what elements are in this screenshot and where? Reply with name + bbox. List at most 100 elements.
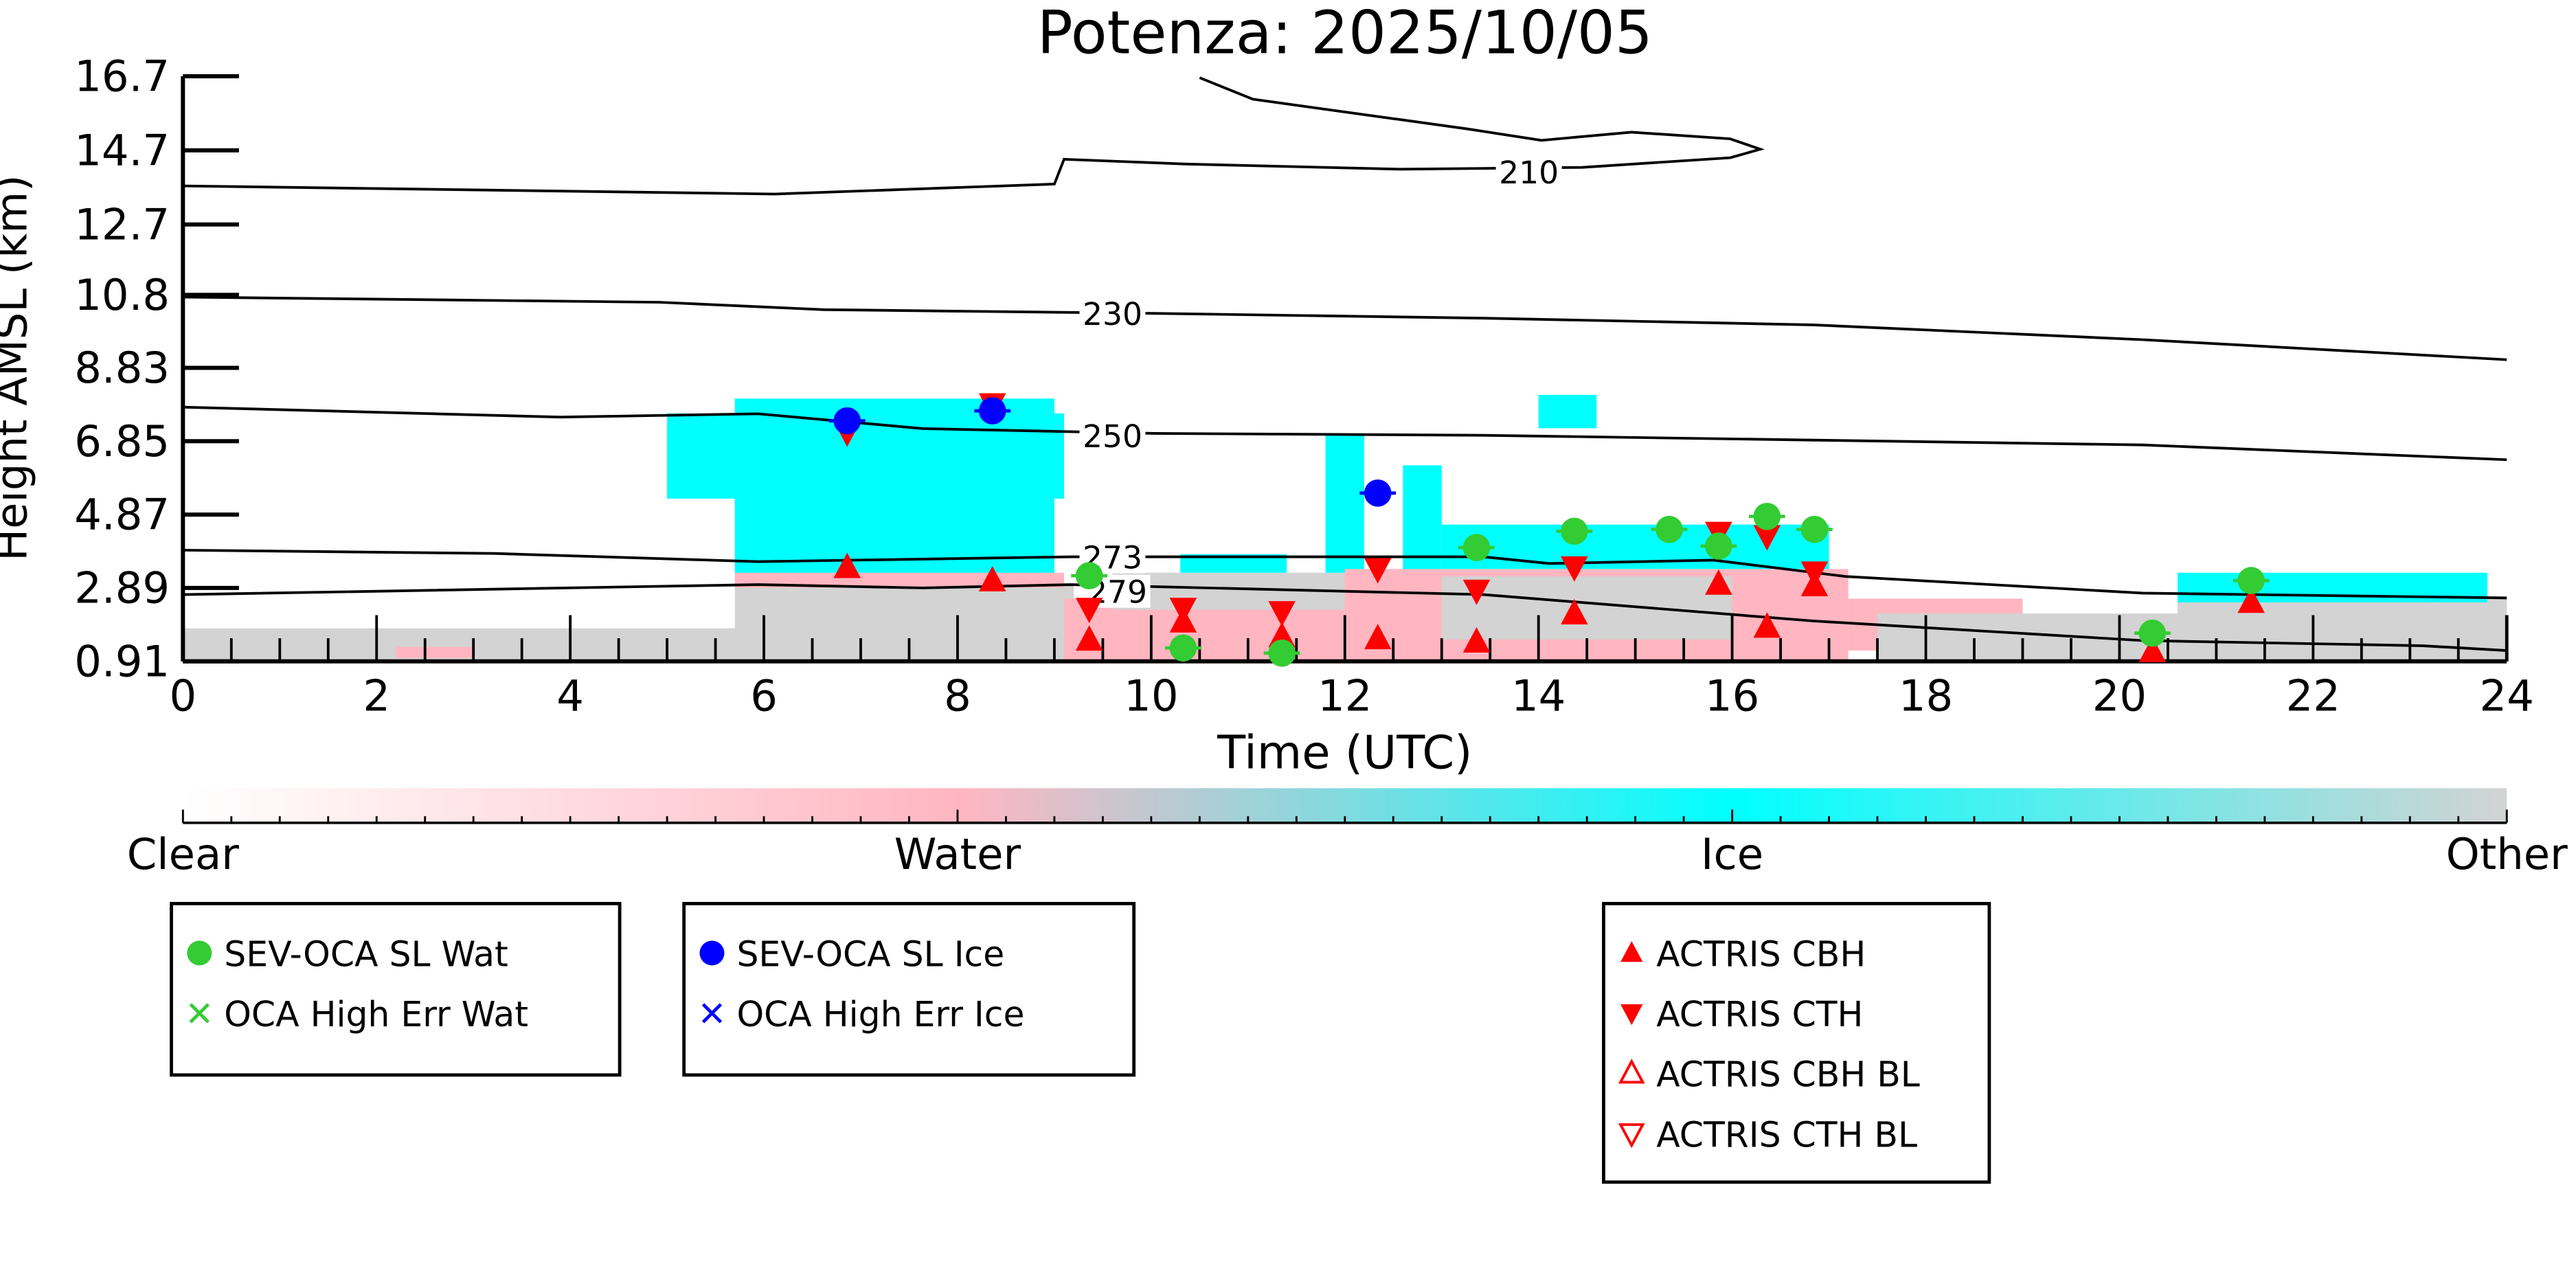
legend-marker: [187, 940, 212, 966]
x-tick-label: 18: [1899, 671, 1953, 721]
cloud-region-ice: [1403, 465, 1442, 577]
data-point-actris-cth: [1169, 598, 1197, 624]
contour-label-bg: [1495, 155, 1562, 189]
data-point-actris-cth: [1075, 598, 1103, 624]
data-point-actris-cbh: [1753, 612, 1781, 638]
y-tick-label: 2.89: [74, 563, 170, 613]
legend-entry: OCA High Err Wat: [224, 994, 528, 1035]
colorbar: Clear Water Ice Other: [127, 788, 2568, 879]
temperature-contour: [183, 76, 1765, 196]
contour-label: 210: [1499, 155, 1559, 191]
data-point-sev-oca-sl-wat: [1075, 562, 1103, 589]
colorbar-label-clear: Clear: [127, 829, 239, 879]
cloud-region-ice: [1325, 436, 1364, 573]
legend-marker: [189, 1003, 210, 1024]
data-point-sev-oca-sl-wat: [1656, 515, 1683, 543]
cloud-region-water: [734, 572, 1065, 588]
y-tick-label: 10.8: [74, 270, 170, 320]
chart-title: Potenza: 2025/10/05: [1037, 0, 1653, 67]
x-tick-label: 4: [556, 671, 584, 721]
data-point-actris-cth: [1753, 525, 1781, 551]
data-point-sev-oca-sl-wat: [1169, 634, 1197, 662]
data-point-actris-cbh: [2237, 587, 2265, 613]
legend-marker: [1620, 1004, 1643, 1026]
contour-label-bg: [1079, 419, 1146, 453]
colorbar-label-water: Water: [894, 829, 1021, 879]
x-tick-label: 22: [2286, 671, 2340, 721]
y-axis-label: Height AMSL (km): [0, 175, 36, 561]
cloud-region-other: [2177, 598, 2507, 662]
x-tick-label: 12: [1318, 671, 1372, 721]
legend-box: ACTRIS CBH ACTRIS CTH ACTRIS CBH BL ACTRIS …: [1602, 901, 1991, 1184]
legend-entry: OCA High Err Ice: [736, 994, 1024, 1035]
data-point-actris-cth: [1561, 556, 1588, 582]
cloud-region-other: [734, 583, 1074, 662]
cloud-region-ice: [1538, 394, 1597, 429]
x-tick-label: 14: [1511, 671, 1566, 721]
y-tick-label: 4.87: [74, 490, 170, 540]
y-tick-label: 8.83: [74, 343, 170, 393]
plot-area: 2102302502732790.912.894.876.858.8310.81…: [74, 52, 2534, 721]
data-point-actris-cbh: [2138, 637, 2167, 662]
temperature-contour: [183, 583, 2507, 652]
legend-entry: SEV-OCA SL Wat: [224, 934, 508, 975]
temperature-contour: [183, 295, 2507, 361]
contour-label: 250: [1083, 418, 1142, 455]
x-tick-label: 8: [944, 671, 971, 721]
data-point-actris-cbh: [1561, 598, 1588, 624]
x-tick-label: 20: [2092, 671, 2147, 721]
colorbar-label-ice: Ice: [1701, 829, 1763, 879]
legend-frame: [170, 901, 622, 1077]
legend-entry: ACTRIS CTH: [1656, 994, 1863, 1035]
legend-entry: ACTRIS CTH BL: [1656, 1114, 1917, 1155]
x-tick-label: 10: [1124, 671, 1178, 721]
data-point-sev-oca-sl-ice: [833, 407, 861, 435]
colorbar-label-other: Other: [2446, 829, 2568, 879]
contour-label: 230: [1083, 296, 1142, 332]
legend-entry: ACTRIS CBH BL: [1656, 1054, 1920, 1095]
y-tick-label: 0.91: [74, 636, 170, 686]
data-point-sev-oca-sl-ice: [978, 397, 1006, 425]
data-point-sev-oca-sl-wat: [2237, 567, 2265, 594]
data-point-sev-oca-sl-wat: [1268, 640, 1296, 667]
data-point-actris-cbh: [1462, 626, 1491, 653]
y-tick-label: 14.7: [74, 125, 170, 175]
legend-box: SEV-OCA SL Ice OCA High Err Ice: [682, 901, 1136, 1077]
data-point-actris-cth: [1268, 601, 1296, 627]
cloud-region-other: [1441, 576, 1732, 640]
data-point-actris-cbh: [978, 565, 1006, 591]
legend-marker: [1620, 941, 1643, 962]
data-point-sev-oca-sl-wat: [2138, 619, 2167, 647]
data-point-actris-cth: [1800, 561, 1829, 587]
legend-box: SEV-OCA SL Wat OCA High Err Wat: [170, 901, 622, 1077]
data-point-actris-cbh: [1364, 624, 1392, 650]
data-point-actris-cth: [1462, 579, 1491, 605]
data-point-actris-cth: [1364, 558, 1392, 584]
x-tick-label: 16: [1705, 671, 1759, 721]
legend-marker: [701, 1003, 723, 1024]
x-tick-label: 0: [169, 671, 196, 721]
legend-entry: ACTRIS CBH: [1656, 934, 1866, 975]
data-point-actris-cbh: [1075, 625, 1103, 651]
data-point-sev-oca-sl-wat: [1462, 534, 1491, 561]
data-point-sev-oca-sl-wat: [1753, 502, 1781, 530]
data-point-sev-oca-sl-wat: [1561, 517, 1588, 545]
temperature-contour: [183, 548, 2507, 600]
data-point-sev-oca-sl-wat: [1800, 515, 1829, 543]
data-point-actris-cbh: [1268, 622, 1296, 648]
legend-entry: SEV-OCA SL Ice: [736, 934, 1004, 975]
legend-frame: [1602, 901, 1991, 1184]
x-tick-label: 6: [750, 671, 778, 721]
legend-marker: [1618, 1059, 1645, 1084]
x-tick-label: 24: [2480, 671, 2534, 721]
legend-marker: [1618, 1123, 1645, 1149]
data-point-actris-cbh: [833, 552, 861, 578]
data-point-sev-oca-sl-wat: [1705, 532, 1732, 560]
data-point-actris-cbh: [1705, 569, 1732, 595]
y-tick-label: 12.7: [74, 199, 170, 249]
y-tick-label: 6.85: [74, 416, 170, 466]
contour-label-bg: [1079, 297, 1146, 330]
y-tick-label: 16.7: [74, 52, 170, 102]
